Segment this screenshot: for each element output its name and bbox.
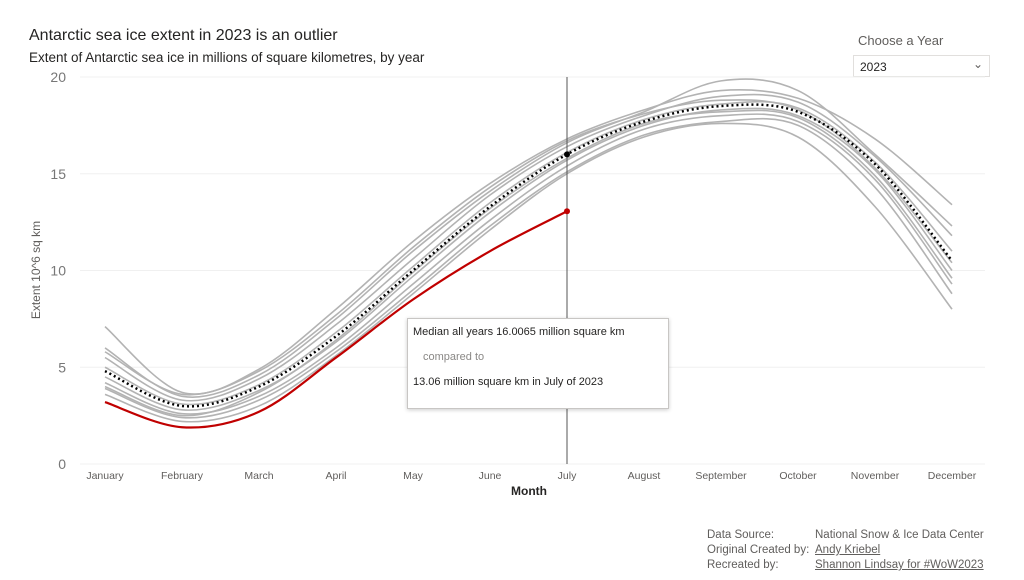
- year-line: [104, 122, 953, 423]
- x-tick-label: May: [403, 470, 424, 482]
- year-line: [104, 117, 953, 419]
- x-tick-label: December: [928, 470, 977, 482]
- selected-year-point: [564, 208, 570, 215]
- x-tick-label: August: [628, 470, 661, 482]
- year-line: [104, 109, 953, 417]
- credit-link-original[interactable]: Andy Kriebel: [815, 544, 881, 556]
- credit-value: National Snow & Ice Data Center: [815, 529, 984, 541]
- chart-title: Antarctic sea ice extent in 2023 is an o…: [29, 27, 338, 44]
- x-tick-label: April: [325, 470, 346, 482]
- chart-subtitle: Extent of Antarctic sea ice in millions …: [29, 50, 425, 65]
- year-line: [104, 89, 953, 395]
- x-tick-label: July: [558, 470, 577, 482]
- tooltip-selected: 13.06 million square km in July of 2023: [413, 376, 604, 388]
- x-tick-label: October: [779, 470, 817, 482]
- x-tick-label: November: [851, 470, 900, 482]
- credit-key: Recreated by:: [707, 559, 779, 571]
- credit-link-recreated[interactable]: Shannon Lindsay for #WoW2023: [815, 559, 984, 571]
- year-line: [104, 93, 953, 402]
- credit-key: Data Source:: [707, 529, 775, 541]
- x-tick-label: September: [695, 470, 747, 482]
- year-line: [104, 113, 953, 415]
- x-axis-title: Month: [511, 484, 547, 498]
- x-tick-label: June: [479, 470, 502, 482]
- y-tick-label: 5: [58, 359, 66, 375]
- y-tick-label: 0: [58, 456, 66, 472]
- y-tick-label: 15: [50, 166, 66, 182]
- credits: Data Source: National Snow & Ice Data Cen…: [707, 528, 984, 573]
- y-tick-label: 20: [50, 69, 66, 85]
- tooltip-compared: compared to: [423, 351, 485, 363]
- x-tick-label: January: [86, 470, 124, 482]
- tooltip: Median all years 16.0065 million square …: [407, 318, 669, 409]
- tooltip-median: Median all years 16.0065 million square …: [413, 326, 625, 338]
- y-tick-label: 10: [50, 263, 66, 279]
- year-filter-label: Choose a Year: [858, 33, 944, 48]
- x-tick-label: February: [161, 470, 204, 482]
- year-line: [104, 107, 953, 411]
- credit-key: Original Created by:: [707, 544, 810, 556]
- median-line: [104, 103, 953, 408]
- chevron-down-icon: ⌄: [972, 57, 983, 71]
- y-axis-title: Extent 10^6 sq km: [29, 221, 43, 319]
- median-point: [564, 151, 570, 158]
- year-selected-value: 2023: [860, 60, 887, 74]
- year-line: [104, 100, 953, 406]
- selected-year-line: [104, 210, 568, 429]
- x-tick-label: March: [244, 470, 273, 482]
- year-line: [104, 78, 953, 398]
